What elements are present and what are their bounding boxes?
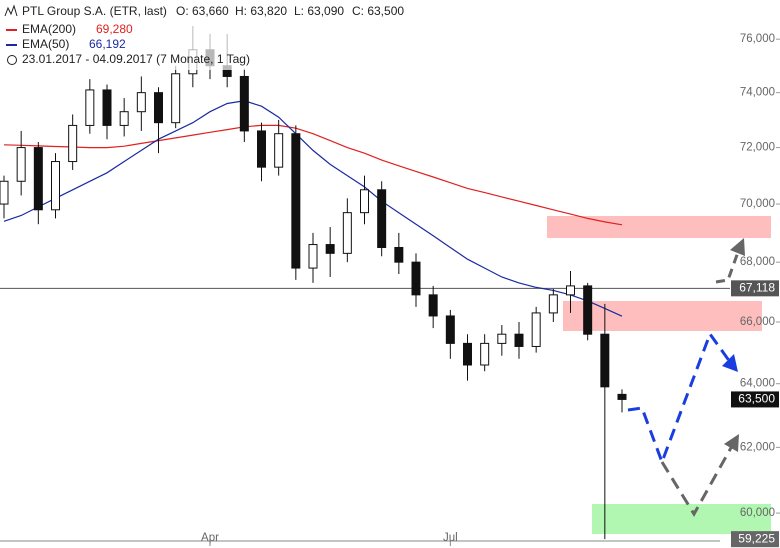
candle-body bbox=[342, 212, 352, 254]
legend-label: EMA(50) bbox=[22, 37, 69, 51]
y-tick-label: 70,000 bbox=[740, 198, 775, 210]
candle-body bbox=[308, 244, 318, 269]
projection-arrow bbox=[715, 251, 740, 284]
date-range: 23.01.2017 - 04.09.2017 (7 Monate, 1 Tag… bbox=[22, 52, 250, 66]
price-label: 67,118 bbox=[739, 281, 775, 295]
candle-body bbox=[600, 333, 610, 388]
y-tick-label: 72,000 bbox=[740, 142, 775, 154]
candle-body bbox=[274, 133, 284, 168]
candle-body bbox=[68, 124, 78, 163]
arrow-head bbox=[724, 434, 739, 452]
candle-body bbox=[154, 92, 163, 124]
chart-title: PTL Group S.A. (ETR, last) bbox=[22, 4, 167, 18]
candle-body bbox=[428, 294, 438, 317]
ema-line bbox=[3, 124, 623, 226]
x-tick-label: Apr bbox=[201, 532, 219, 544]
info-high: H: 63,820 bbox=[235, 4, 287, 18]
candle-body bbox=[0, 180, 9, 205]
candle-body bbox=[257, 130, 266, 168]
price-label: 59,225 bbox=[738, 531, 775, 545]
candle-body bbox=[136, 92, 146, 113]
candle-body bbox=[411, 261, 421, 296]
x-tick-label: Jul bbox=[443, 532, 458, 544]
candle-body bbox=[445, 315, 455, 344]
info-open: O: 63,660 bbox=[176, 4, 229, 18]
info-low: L: 63,090 bbox=[294, 4, 344, 18]
price-box bbox=[731, 531, 779, 548]
arrow-head bbox=[722, 354, 738, 372]
legend-value: 66,192 bbox=[89, 37, 126, 51]
candle-body bbox=[531, 312, 541, 347]
candle-body bbox=[291, 133, 301, 269]
candle-body bbox=[394, 246, 404, 263]
candle-body bbox=[119, 111, 129, 126]
projection-arrow bbox=[660, 445, 734, 517]
info-close: C: 63,500 bbox=[352, 4, 404, 18]
y-tick-label: 62,000 bbox=[740, 441, 775, 453]
y-tick-label: 60,000 bbox=[740, 507, 775, 519]
y-tick-label: 68,000 bbox=[740, 256, 775, 268]
resistance-zone bbox=[563, 301, 762, 331]
y-tick-label: 66,000 bbox=[740, 316, 775, 328]
legend-value: 69,280 bbox=[96, 22, 133, 36]
ema-line bbox=[3, 100, 623, 317]
candle-body bbox=[325, 244, 335, 254]
legend-label: EMA(200) bbox=[22, 22, 76, 36]
candle-body bbox=[377, 189, 387, 248]
candle-body bbox=[102, 89, 112, 126]
candle-body bbox=[566, 285, 575, 296]
candle-body bbox=[480, 342, 490, 366]
y-tick-label: 74,000 bbox=[740, 87, 775, 99]
candle-body bbox=[548, 294, 558, 314]
candle-body bbox=[583, 285, 593, 335]
arrow-head bbox=[730, 238, 745, 256]
candle-body bbox=[514, 333, 524, 347]
candle-body bbox=[171, 73, 181, 124]
candle-body bbox=[239, 75, 249, 132]
candle-body bbox=[497, 333, 507, 344]
support-zone bbox=[592, 504, 771, 534]
candle-body bbox=[463, 342, 472, 366]
projection-arrow bbox=[627, 330, 732, 467]
candle-body bbox=[51, 161, 60, 211]
y-tick-label: 76,000 bbox=[740, 33, 775, 45]
candle-body bbox=[33, 147, 43, 211]
price-box bbox=[731, 280, 779, 297]
candle-body bbox=[360, 189, 369, 214]
price-label: 63,500 bbox=[738, 392, 775, 406]
candle-body bbox=[85, 89, 95, 126]
clock-icon bbox=[7, 55, 17, 65]
price-box bbox=[731, 391, 779, 408]
candle-body bbox=[617, 393, 627, 400]
candle-body bbox=[16, 147, 26, 182]
resistance-zone bbox=[547, 216, 771, 238]
legend-bg bbox=[0, 0, 330, 70]
y-tick-label: 64,000 bbox=[740, 378, 775, 390]
chart-icon bbox=[4, 4, 18, 17]
